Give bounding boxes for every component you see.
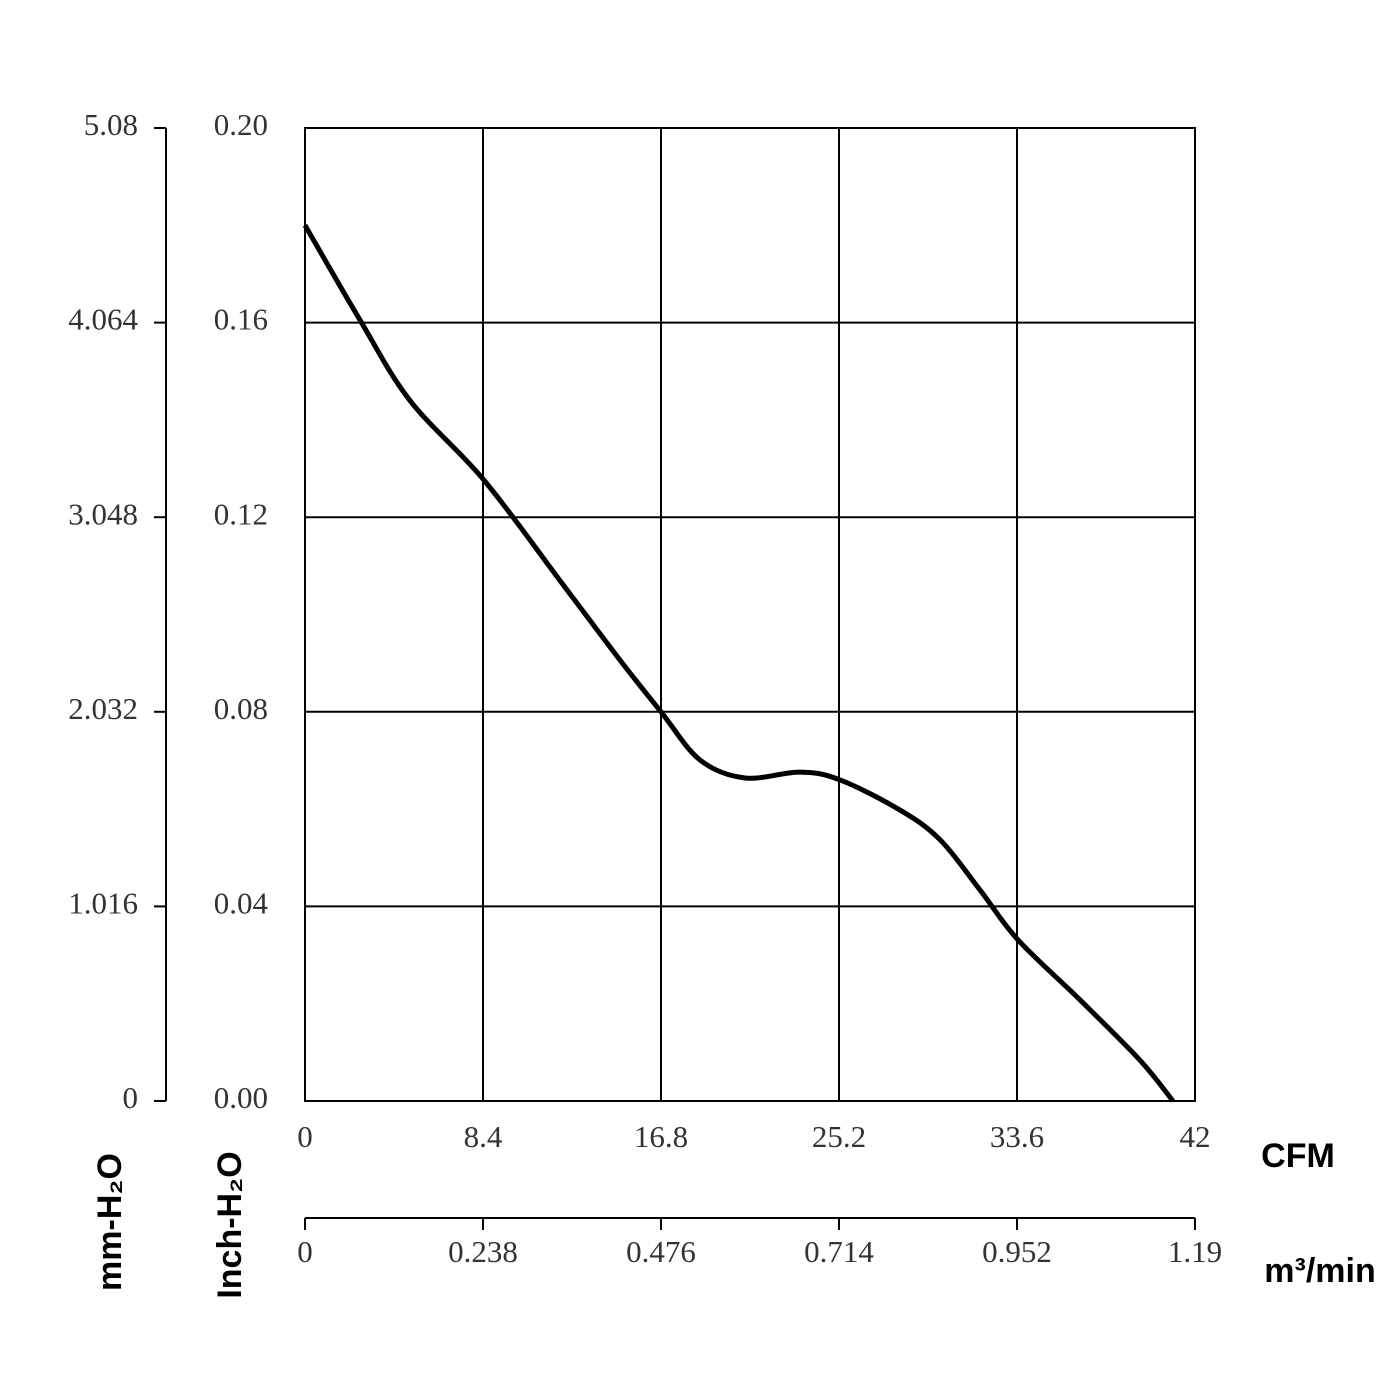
y-tick-label: 0.04: [214, 886, 269, 921]
x2-tick-label: 0.952: [982, 1234, 1052, 1269]
x2-tick-label: 0.238: [448, 1234, 518, 1269]
y2-tick-label: 4.064: [68, 302, 138, 337]
y-tick-label: 0.20: [214, 107, 268, 142]
x2-tick-label: 0: [297, 1234, 313, 1269]
y-axis-title: Inch-H₂O: [211, 1151, 249, 1298]
y-tick-label: 0.00: [214, 1080, 268, 1115]
y2-tick-label: 1.016: [68, 886, 138, 921]
x-tick-label: 16.8: [634, 1119, 688, 1154]
plot-frame: [304, 127, 1196, 1102]
y-tick-label: 0.16: [214, 302, 268, 337]
x2-tick-label: 0.476: [626, 1234, 696, 1269]
x2-tick-label: 0.714: [804, 1234, 874, 1269]
x-tick-label: 0: [297, 1119, 313, 1154]
y2-tick-label: 2.032: [68, 691, 138, 726]
x2-tick-label: 1.19: [1168, 1234, 1222, 1269]
y-tick-label: 0.12: [214, 496, 268, 531]
x-tick-label: 8.4: [464, 1119, 503, 1154]
x-tick-label: 42: [1180, 1119, 1211, 1154]
x-tick-label: 25.2: [812, 1119, 866, 1154]
y2-tick-label: 0: [123, 1080, 139, 1115]
y-tick-label: 0.08: [214, 691, 268, 726]
x-tick-label: 33.6: [990, 1119, 1044, 1154]
y2-tick-label: 3.048: [68, 496, 138, 531]
curve: [302, 224, 1175, 1103]
y2-tick-label: 5.08: [84, 107, 138, 142]
x2-axis-title: m³/min: [1264, 1252, 1375, 1290]
y2-axis-title: mm-H₂O: [91, 1153, 129, 1291]
x-axis-title: CFM: [1261, 1137, 1335, 1175]
